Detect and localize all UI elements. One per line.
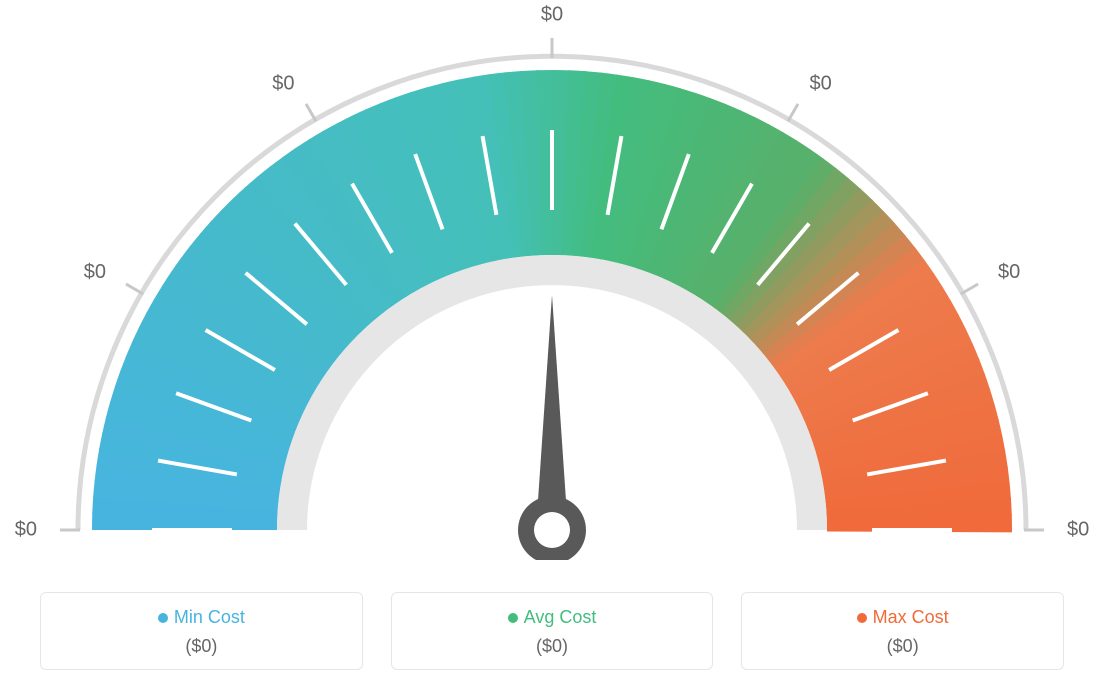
gauge-svg: $0 $0 $0 $0 $0 $0 $0	[0, 0, 1104, 560]
scale-label-0: $0	[15, 518, 37, 540]
legend-label-max: Max Cost	[873, 607, 949, 628]
gauge-area: $0 $0 $0 $0 $0 $0 $0	[0, 0, 1104, 560]
legend-title-avg: Avg Cost	[508, 607, 597, 628]
scale-label-3: $0	[541, 3, 563, 25]
scale-label-1: $0	[84, 261, 106, 283]
legend-value-avg: ($0)	[402, 636, 703, 657]
legend-value-min: ($0)	[51, 636, 352, 657]
legend-title-max: Max Cost	[857, 607, 949, 628]
legend-title-min: Min Cost	[158, 607, 245, 628]
legend-label-avg: Avg Cost	[524, 607, 597, 628]
scale-label-2: $0	[272, 72, 294, 94]
scale-label-4: $0	[810, 72, 832, 94]
legend-dot-avg	[508, 613, 518, 623]
legend-label-min: Min Cost	[174, 607, 245, 628]
legend-dot-min	[158, 613, 168, 623]
legend-row: Min Cost ($0) Avg Cost ($0) Max Cost ($0…	[0, 592, 1104, 670]
legend-card-min: Min Cost ($0)	[40, 592, 363, 670]
gauge-chart-container: $0 $0 $0 $0 $0 $0 $0 Min Cost ($0) Avg Cost ($…	[0, 0, 1104, 690]
legend-dot-max	[857, 613, 867, 623]
legend-card-max: Max Cost ($0)	[741, 592, 1064, 670]
scale-label-6: $0	[1067, 518, 1089, 540]
legend-card-avg: Avg Cost ($0)	[391, 592, 714, 670]
legend-value-max: ($0)	[752, 636, 1053, 657]
scale-label-5: $0	[998, 261, 1020, 283]
